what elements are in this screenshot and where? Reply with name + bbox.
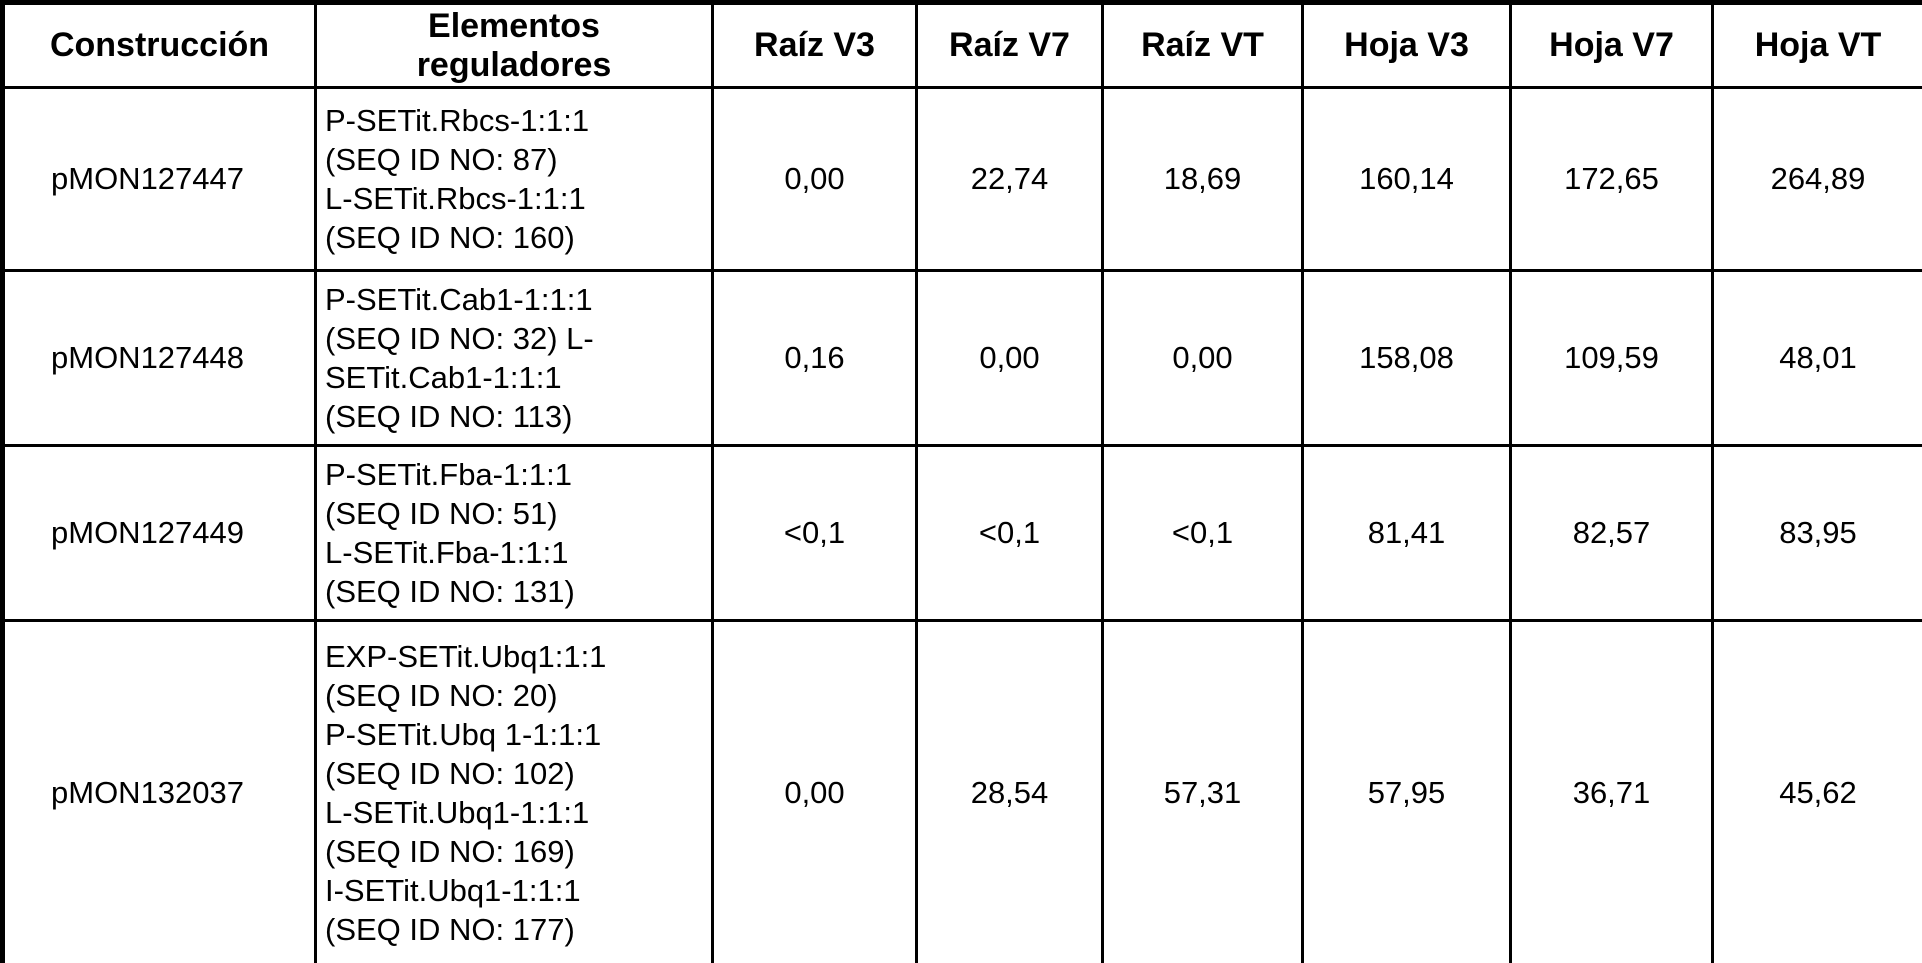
- value-cell-raiz-vt: 0,00: [1101, 269, 1304, 447]
- table-body: pMON127447 P-SETit.Rbcs-1:1:1 (SEQ ID NO…: [1, 86, 1922, 963]
- value-cell-hoja-vt: 45,62: [1711, 619, 1922, 963]
- value-cell-hoja-v7: 82,57: [1509, 444, 1714, 622]
- value-cell-hoja-v3: 81,41: [1301, 444, 1512, 622]
- value-cell-raiz-vt: 18,69: [1101, 86, 1304, 272]
- header-hoja-vt: Hoja VT: [1711, 1, 1922, 89]
- value-cell-raiz-v7: <0,1: [915, 444, 1104, 622]
- table-row: pMON127447 P-SETit.Rbcs-1:1:1 (SEQ ID NO…: [1, 86, 1922, 272]
- construction-cell: pMON127447: [1, 86, 317, 272]
- value-cell-hoja-v7: 36,71: [1509, 619, 1714, 963]
- table-row: pMON127448 P-SETit.Cab1-1:1:1 (SEQ ID NO…: [1, 269, 1922, 447]
- regulatory-elements-cell: EXP-SETit.Ubq1:1:1 (SEQ ID NO: 20) P-SET…: [314, 619, 714, 963]
- construction-cell: pMON127448: [1, 269, 317, 447]
- value-cell-hoja-v3: 160,14: [1301, 86, 1512, 272]
- value-cell-hoja-v3: 57,95: [1301, 619, 1512, 963]
- header-raiz-v7: Raíz V7: [915, 1, 1104, 89]
- value-cell-raiz-v3: 0,00: [711, 619, 918, 963]
- value-cell-hoja-vt: 264,89: [1711, 86, 1922, 272]
- header-raiz-vt: Raíz VT: [1101, 1, 1304, 89]
- value-cell-hoja-vt: 83,95: [1711, 444, 1922, 622]
- regulatory-elements-cell: P-SETit.Rbcs-1:1:1 (SEQ ID NO: 87) L-SET…: [314, 86, 714, 272]
- table-row: pMON132037 EXP-SETit.Ubq1:1:1 (SEQ ID NO…: [1, 619, 1922, 963]
- regulatory-elements-cell: P-SETit.Cab1-1:1:1 (SEQ ID NO: 32) L- SE…: [314, 269, 714, 447]
- table-header: Construcción Elementos reguladores Raíz …: [1, 1, 1922, 89]
- value-cell-raiz-v3: 0,00: [711, 86, 918, 272]
- value-cell-hoja-v7: 109,59: [1509, 269, 1714, 447]
- value-cell-raiz-v7: 22,74: [915, 86, 1104, 272]
- regulatory-elements-cell: P-SETit.Fba-1:1:1 (SEQ ID NO: 51) L-SETi…: [314, 444, 714, 622]
- header-elementos-reguladores: Elementos reguladores: [314, 1, 714, 89]
- value-cell-raiz-v7: 0,00: [915, 269, 1104, 447]
- value-cell-hoja-v3: 158,08: [1301, 269, 1512, 447]
- header-construccion: Construcción: [1, 1, 317, 89]
- header-hoja-v7: Hoja V7: [1509, 1, 1714, 89]
- header-raiz-v3: Raíz V3: [711, 1, 918, 89]
- value-cell-raiz-v7: 28,54: [915, 619, 1104, 963]
- header-hoja-v3: Hoja V3: [1301, 1, 1512, 89]
- value-cell-raiz-v3: 0,16: [711, 269, 918, 447]
- value-cell-raiz-v3: <0,1: [711, 444, 918, 622]
- value-cell-raiz-vt: 57,31: [1101, 619, 1304, 963]
- construction-cell: pMON132037: [1, 619, 317, 963]
- table-row: pMON127449 P-SETit.Fba-1:1:1 (SEQ ID NO:…: [1, 444, 1922, 622]
- header-row: Construcción Elementos reguladores Raíz …: [1, 1, 1922, 89]
- value-cell-raiz-vt: <0,1: [1101, 444, 1304, 622]
- construction-cell: pMON127449: [1, 444, 317, 622]
- value-cell-hoja-vt: 48,01: [1711, 269, 1922, 447]
- value-cell-hoja-v7: 172,65: [1509, 86, 1714, 272]
